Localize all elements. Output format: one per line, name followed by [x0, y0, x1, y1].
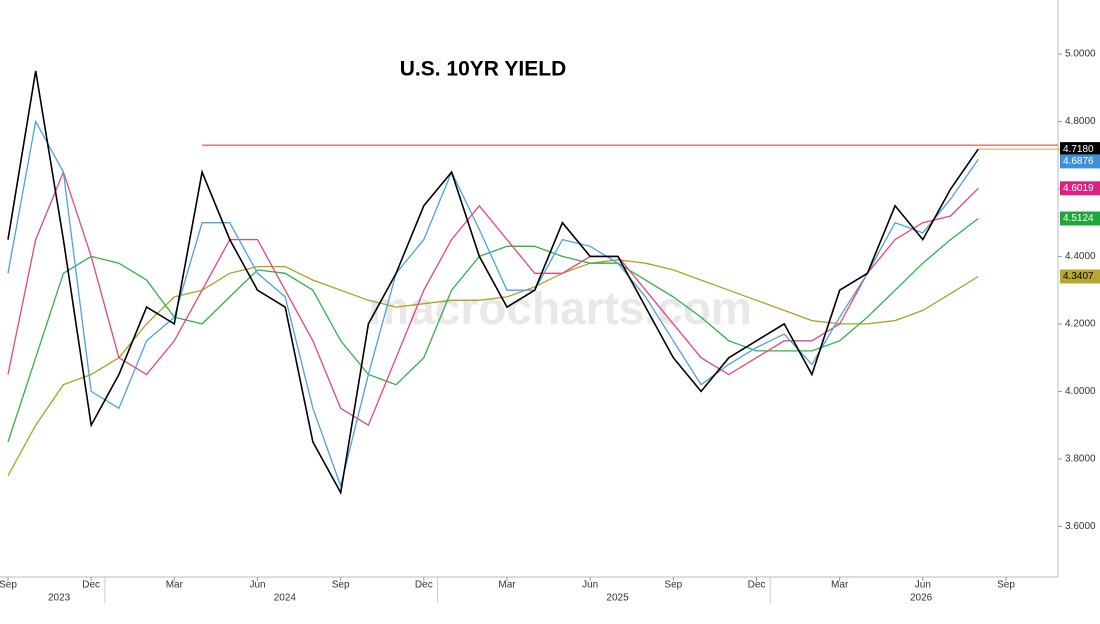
- last-value-label: 4.6876: [1063, 156, 1094, 167]
- last-value-label: 4.3407: [1063, 271, 1094, 282]
- series-line: [7, 259, 979, 477]
- year-label: 2024: [274, 593, 297, 604]
- last-value-label: 4.7180: [1063, 144, 1094, 155]
- year-label: 2025: [606, 593, 629, 604]
- series-line: [7, 70, 979, 496]
- last-value-label: 4.5124: [1063, 213, 1094, 224]
- x-tick-label: Dec: [82, 580, 100, 591]
- series-line: [7, 217, 979, 443]
- x-tick-label: Jun: [249, 580, 265, 591]
- last-value-box: [1060, 154, 1100, 169]
- x-tick-label: Mar: [166, 580, 184, 591]
- y-tick-label: 4.8000: [1065, 116, 1096, 127]
- x-tick-label: Jun: [582, 580, 598, 591]
- y-tick-label: 4.0000: [1065, 386, 1096, 397]
- x-tick-label: Jun: [915, 580, 931, 591]
- x-tick-label: Mar: [831, 580, 849, 591]
- watermark: macrocharts.com: [368, 282, 752, 334]
- last-value-label: 4.6019: [1063, 183, 1094, 194]
- y-tick-label: 3.8000: [1065, 454, 1096, 465]
- chart-title: U.S. 10YR YIELD: [400, 58, 567, 81]
- last-value-box: [1060, 211, 1100, 226]
- x-tick-label: Sep: [997, 580, 1015, 591]
- x-tick-label: Sep: [332, 580, 350, 591]
- last-value-box: [1060, 181, 1100, 196]
- x-tick-label: Dec: [415, 580, 433, 591]
- y-tick-label: 5.0000: [1065, 49, 1096, 60]
- y-tick-label: 4.2000: [1065, 319, 1096, 330]
- x-tick-label: Sep: [664, 580, 682, 591]
- y-tick-label: 3.6000: [1065, 521, 1096, 532]
- year-label: 2026: [910, 593, 933, 604]
- x-tick-label: Mar: [498, 580, 516, 591]
- last-value-box: [1060, 269, 1100, 284]
- y-tick-label: 4.4000: [1065, 251, 1096, 262]
- x-tick-label: Dec: [748, 580, 766, 591]
- x-tick-label: Sep: [0, 580, 17, 591]
- last-value-box: [1060, 142, 1100, 157]
- year-label: 2023: [48, 593, 71, 604]
- series-line: [7, 170, 979, 427]
